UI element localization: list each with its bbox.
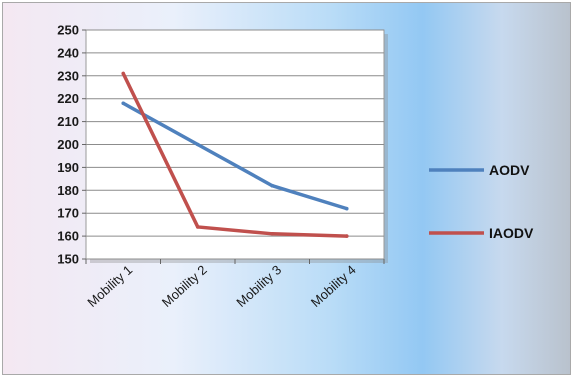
data-point	[344, 206, 349, 211]
series-lines	[121, 71, 349, 238]
legend: AODV IAODV	[429, 162, 534, 241]
y-tick-label: 180	[57, 183, 79, 198]
y-tick-label: 220	[57, 91, 79, 106]
data-point	[344, 234, 349, 238]
y-tick-label: 210	[57, 114, 79, 129]
legend-label: AODV	[489, 162, 530, 178]
data-point	[270, 183, 275, 188]
series-line-aodv	[121, 101, 349, 211]
x-tick-label: Mobility 3	[233, 262, 284, 310]
y-tick-label: 190	[57, 160, 79, 175]
series-line-iaodv	[121, 71, 349, 238]
legend-label: IAODV	[489, 225, 534, 241]
y-tick-label: 250	[57, 23, 79, 38]
y-tick-label: 170	[57, 206, 79, 221]
x-tick-label: Mobility 1	[84, 262, 135, 310]
y-tick-label: 230	[57, 68, 79, 83]
data-point	[270, 232, 275, 236]
y-tick-label: 200	[57, 137, 79, 152]
data-point	[121, 71, 126, 76]
y-tick-label: 160	[57, 229, 79, 244]
y-tick-label: 240	[57, 45, 79, 60]
data-point	[195, 142, 200, 147]
y-tick-label: 150	[57, 252, 79, 267]
x-tick-label: Mobility 2	[159, 262, 210, 310]
data-point	[195, 225, 200, 229]
data-point	[121, 101, 126, 106]
x-tick-label: Mobility 4	[308, 262, 359, 310]
